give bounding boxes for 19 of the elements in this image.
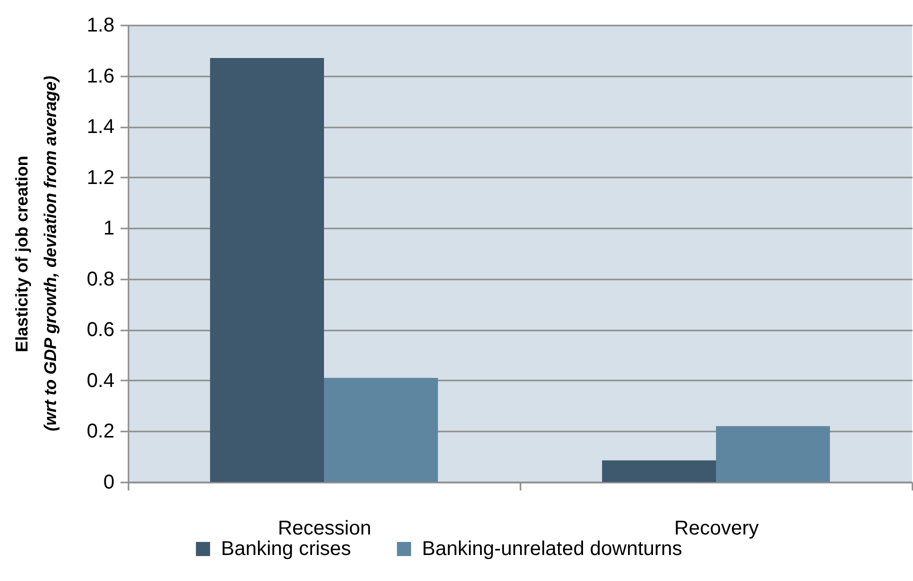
y-tick-label: 1 (103, 218, 114, 240)
y-tick-label: 0.2 (86, 420, 114, 443)
y-tick-label: 0.4 (86, 370, 114, 392)
y-tick-label: 1.4 (86, 116, 114, 138)
bar (602, 460, 716, 482)
bar (210, 58, 324, 482)
y-tick-label: 1.2 (86, 166, 114, 189)
y-tick-label: 0.8 (86, 268, 114, 290)
y-tick-label: 1.8 (86, 14, 114, 36)
bar (324, 378, 438, 482)
x-tick-label: Recovery (674, 518, 759, 540)
legend-label: Banking-unrelated downturns (422, 538, 682, 560)
y-tick-label: 0 (103, 472, 114, 494)
y-tick-label: 1.6 (86, 65, 114, 88)
bar (716, 426, 830, 482)
x-tick-label: Recession (278, 518, 372, 540)
legend-label: Banking crises (221, 538, 352, 560)
y-axis-title: Elasticity of job creation (wrt to GDP growth, deviation from average) (12, 75, 60, 432)
y-tick-label: 0.6 (86, 319, 114, 342)
